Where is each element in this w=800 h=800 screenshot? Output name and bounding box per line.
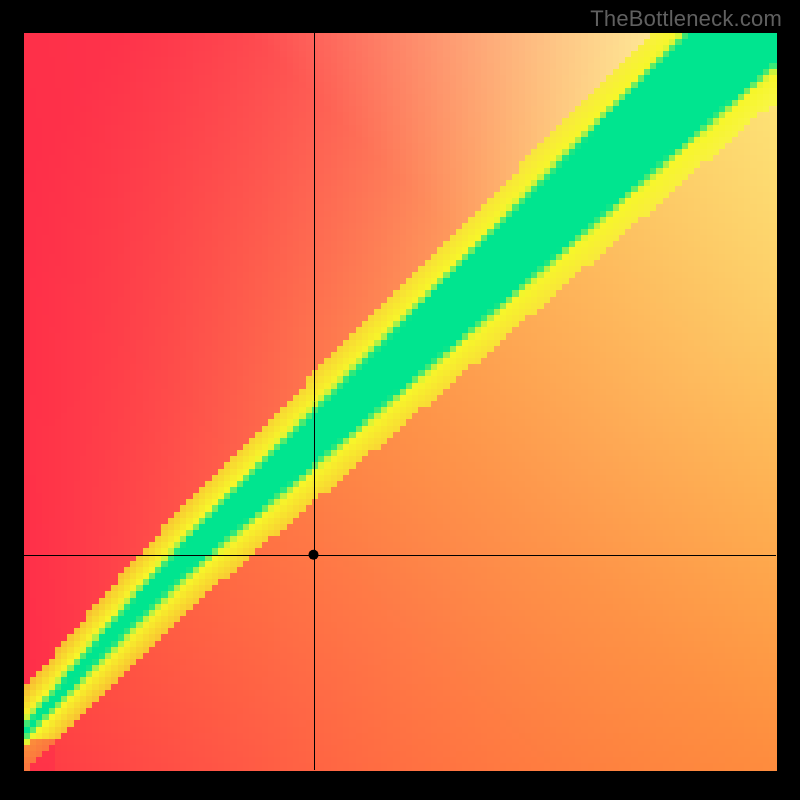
- bottleneck-heatmap-canvas: [0, 0, 800, 800]
- watermark-text: TheBottleneck.com: [590, 6, 782, 32]
